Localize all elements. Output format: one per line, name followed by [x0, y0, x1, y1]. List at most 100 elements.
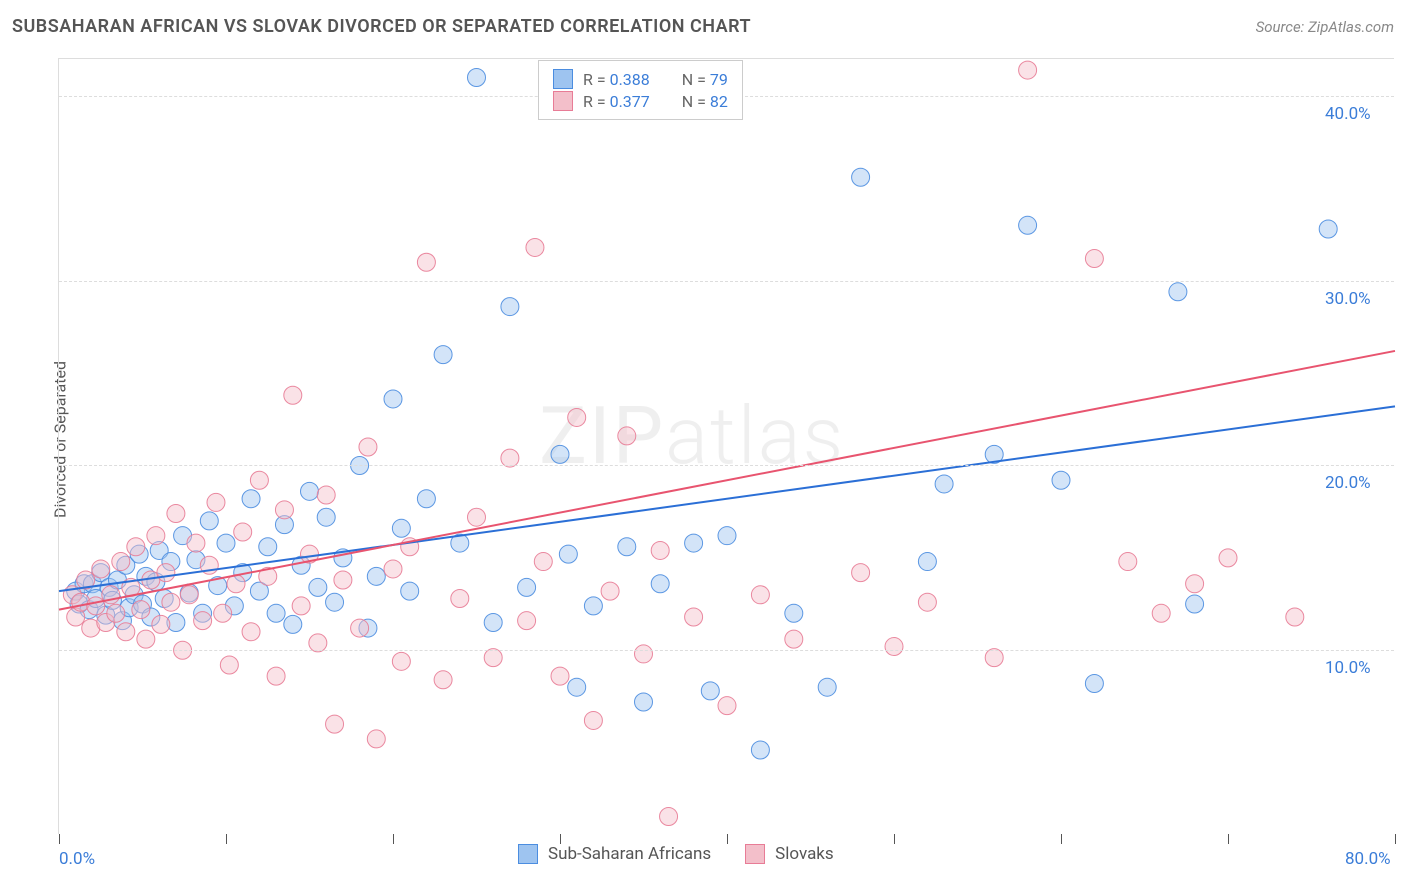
legend-row: R = 0.377N = 82 [553, 91, 728, 111]
x-tick-mark [1061, 834, 1062, 844]
data-point [326, 593, 344, 611]
data-point [751, 586, 769, 604]
data-point [392, 519, 410, 537]
y-tick-label: 20.0% [1325, 473, 1371, 493]
data-point [1052, 471, 1070, 489]
data-point [284, 615, 302, 633]
data-point [651, 575, 669, 593]
data-point [317, 486, 335, 504]
data-point [1319, 220, 1337, 238]
data-point [392, 652, 410, 670]
data-point [601, 582, 619, 600]
data-point [618, 427, 636, 445]
data-point [685, 608, 703, 626]
chart-title: SUBSAHARAN AFRICAN VS SLOVAK DIVORCED OR… [12, 16, 751, 37]
data-point [180, 586, 198, 604]
gridline [59, 650, 1394, 651]
legend-label: Sub-Saharan Africans [548, 844, 711, 864]
data-point [147, 527, 165, 545]
legend-n: N = 79 [682, 70, 728, 89]
data-point [267, 667, 285, 685]
x-tick-label: 80.0% [1345, 849, 1391, 869]
data-point [468, 508, 486, 526]
data-point [751, 741, 769, 759]
gridline [59, 281, 1394, 282]
legend-swatch [518, 844, 538, 864]
data-point [818, 678, 836, 696]
data-point [885, 638, 903, 656]
data-point [635, 693, 653, 711]
data-point [618, 538, 636, 556]
data-point [417, 253, 435, 271]
data-point [275, 501, 293, 519]
data-point [660, 808, 678, 826]
data-point [584, 711, 602, 729]
data-point [87, 597, 105, 615]
data-point [568, 408, 586, 426]
data-point [214, 604, 232, 622]
legend-r: R = 0.377 [583, 92, 650, 111]
x-tick-label: 0.0% [59, 849, 95, 869]
data-point [1019, 216, 1037, 234]
data-point [334, 571, 352, 589]
data-point [1119, 553, 1137, 571]
data-point [551, 667, 569, 685]
x-tick-mark [1228, 834, 1229, 844]
legend-swatch [553, 91, 573, 111]
data-point [935, 475, 953, 493]
data-point [785, 630, 803, 648]
data-point [635, 645, 653, 663]
data-point [1186, 595, 1204, 613]
data-point [451, 590, 469, 608]
data-point [985, 649, 1003, 667]
data-point [685, 534, 703, 552]
data-point [194, 612, 212, 630]
data-point [852, 564, 870, 582]
data-point [1152, 604, 1170, 622]
data-point [187, 534, 205, 552]
data-point [367, 567, 385, 585]
data-point [384, 560, 402, 578]
data-point [132, 601, 150, 619]
data-point [292, 597, 310, 615]
legend-label: Slovaks [775, 844, 834, 864]
data-point [518, 612, 536, 630]
data-point [1286, 608, 1304, 626]
data-point [137, 630, 155, 648]
data-point [207, 493, 225, 511]
data-point [1186, 575, 1204, 593]
data-point [309, 634, 327, 652]
data-point [162, 593, 180, 611]
legend-r: R = 0.388 [583, 70, 650, 89]
data-point [92, 560, 110, 578]
data-point [785, 604, 803, 622]
data-point [718, 697, 736, 715]
correlation-legend: R = 0.388 N = 79 R = 0.377N = 82 [538, 60, 743, 120]
data-point [317, 508, 335, 526]
data-point [359, 438, 377, 456]
y-tick-label: 40.0% [1325, 104, 1371, 124]
data-point [1219, 549, 1237, 567]
data-point [234, 523, 252, 541]
data-point [468, 68, 486, 86]
data-point [484, 649, 502, 667]
y-tick-label: 10.0% [1325, 658, 1371, 678]
data-point [434, 671, 452, 689]
x-tick-mark [59, 834, 60, 844]
x-tick-mark [894, 834, 895, 844]
data-point [718, 527, 736, 545]
data-point [301, 482, 319, 500]
data-point [242, 623, 260, 641]
data-point [284, 386, 302, 404]
chart-container: SUBSAHARAN AFRICAN VS SLOVAK DIVORCED OR… [0, 0, 1406, 892]
x-tick-mark [226, 834, 227, 844]
data-point [918, 593, 936, 611]
data-point [250, 471, 268, 489]
data-point [112, 553, 130, 571]
data-point [1085, 674, 1103, 692]
data-point [501, 449, 519, 467]
data-point [434, 346, 452, 364]
data-point [242, 490, 260, 508]
data-point [384, 390, 402, 408]
gridline [59, 465, 1394, 466]
